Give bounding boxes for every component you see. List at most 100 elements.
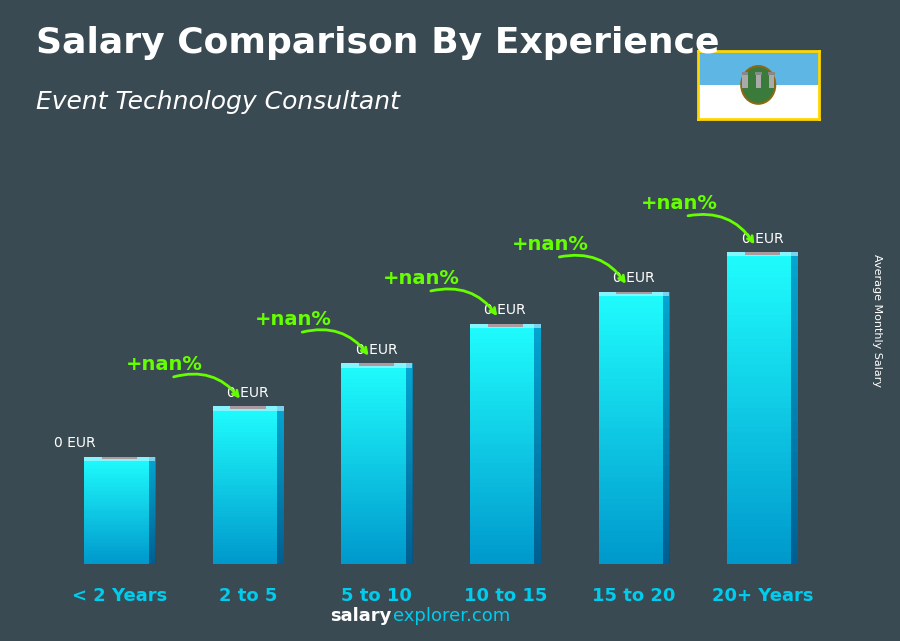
- Bar: [662, 499, 670, 504]
- Bar: [406, 476, 413, 479]
- Bar: [277, 501, 284, 504]
- Bar: [662, 313, 670, 319]
- Bar: [598, 373, 670, 379]
- Bar: [212, 558, 284, 561]
- Bar: [727, 345, 797, 352]
- Bar: [535, 545, 541, 550]
- Bar: [727, 308, 797, 315]
- Bar: [341, 524, 412, 528]
- Bar: [727, 527, 797, 533]
- Bar: [535, 343, 541, 348]
- Bar: [148, 562, 156, 564]
- Bar: [85, 472, 155, 474]
- Bar: [341, 363, 412, 367]
- Bar: [791, 302, 798, 308]
- Bar: [662, 477, 670, 482]
- Bar: [791, 427, 798, 433]
- Bar: [470, 545, 541, 550]
- Bar: [727, 408, 797, 414]
- Bar: [341, 500, 412, 504]
- Bar: [470, 554, 541, 560]
- Bar: [470, 439, 541, 444]
- Bar: [341, 436, 412, 440]
- Bar: [277, 454, 284, 457]
- Bar: [470, 358, 541, 362]
- Bar: [535, 401, 541, 406]
- Bar: [470, 487, 541, 492]
- Bar: [85, 499, 155, 502]
- Bar: [212, 488, 284, 492]
- Bar: [791, 420, 798, 427]
- Bar: [791, 383, 798, 389]
- Bar: [148, 478, 156, 480]
- Bar: [277, 422, 284, 425]
- Bar: [148, 467, 156, 469]
- Bar: [535, 483, 541, 487]
- Bar: [341, 415, 412, 419]
- Bar: [727, 420, 797, 427]
- Bar: [85, 545, 155, 547]
- Bar: [341, 484, 412, 488]
- Bar: [662, 319, 670, 324]
- Bar: [341, 504, 412, 508]
- Bar: [212, 526, 284, 529]
- Bar: [341, 468, 412, 472]
- Bar: [341, 428, 412, 431]
- Bar: [85, 465, 155, 467]
- Bar: [277, 447, 284, 451]
- Bar: [148, 476, 156, 478]
- Bar: [727, 445, 797, 452]
- Bar: [535, 420, 541, 425]
- Bar: [535, 506, 541, 512]
- Bar: [470, 560, 541, 564]
- Bar: [662, 324, 670, 329]
- Bar: [212, 495, 284, 498]
- Bar: [598, 340, 670, 346]
- Bar: [212, 428, 284, 431]
- Bar: [727, 545, 797, 552]
- Bar: [535, 468, 541, 473]
- Text: 15 to 20: 15 to 20: [592, 587, 676, 605]
- Bar: [341, 532, 412, 536]
- Bar: [662, 460, 670, 466]
- Text: salary: salary: [330, 607, 392, 625]
- Bar: [598, 449, 670, 455]
- Bar: [598, 471, 670, 477]
- Bar: [598, 357, 670, 362]
- Bar: [341, 440, 412, 444]
- Bar: [406, 536, 413, 540]
- Bar: [727, 271, 797, 277]
- Bar: [148, 502, 156, 504]
- Bar: [662, 428, 670, 433]
- Bar: [470, 381, 541, 387]
- Bar: [470, 483, 541, 487]
- Bar: [755, 74, 761, 88]
- Bar: [85, 551, 155, 553]
- Bar: [212, 517, 284, 520]
- Text: 0 EUR: 0 EUR: [742, 231, 783, 246]
- Bar: [277, 495, 284, 498]
- Bar: [85, 489, 155, 491]
- Bar: [598, 412, 670, 417]
- Bar: [598, 515, 670, 520]
- Bar: [212, 431, 284, 435]
- Bar: [470, 429, 541, 435]
- Bar: [535, 478, 541, 483]
- Bar: [727, 514, 797, 520]
- Bar: [341, 363, 412, 367]
- Bar: [277, 419, 284, 422]
- Bar: [85, 506, 155, 508]
- Bar: [277, 438, 284, 441]
- Bar: [406, 512, 413, 516]
- Bar: [85, 508, 155, 510]
- Bar: [277, 482, 284, 485]
- Bar: [470, 468, 541, 473]
- Bar: [406, 415, 413, 419]
- Bar: [406, 532, 413, 536]
- Bar: [662, 449, 670, 455]
- Bar: [148, 508, 156, 510]
- Bar: [277, 536, 284, 539]
- Bar: [212, 485, 284, 488]
- Bar: [598, 406, 670, 412]
- Bar: [85, 519, 155, 521]
